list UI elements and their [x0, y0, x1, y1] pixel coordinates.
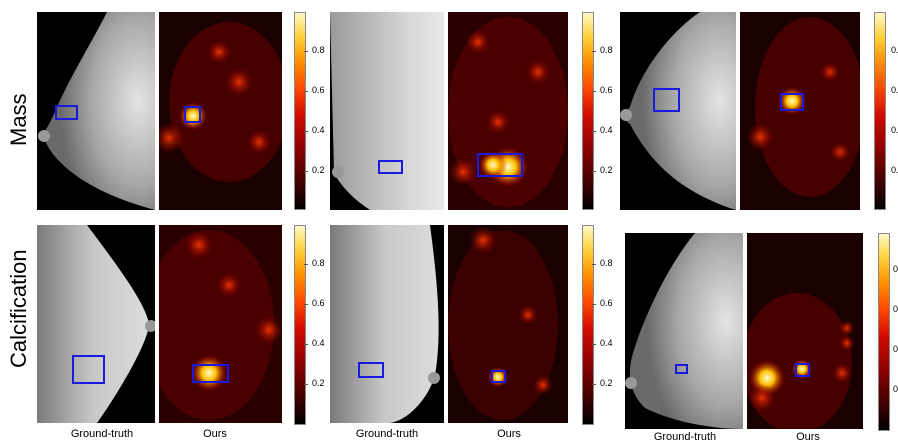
colorbar-tick: 0.8	[592, 258, 613, 268]
colorbar-tick: 0.6	[304, 85, 325, 95]
caption-ground-truth: Ground-truth	[355, 428, 419, 440]
colorbar-tick-cut: 0.4	[893, 344, 898, 354]
mammogram-ground-truth-calc-3	[625, 233, 743, 429]
colorbar-tick: 0.2	[592, 165, 613, 175]
colorbar-tick: 0.2	[304, 165, 325, 175]
colorbar-tick: 0.6	[304, 298, 325, 308]
caption-ours: Ours	[203, 428, 227, 440]
colorbar-tick-cut: 0.4	[891, 125, 898, 135]
mammogram-ground-truth-calc-1	[37, 225, 155, 423]
colorbar-tick-cut: 0.6	[893, 304, 898, 314]
colorbar-tick: 0.4	[304, 125, 325, 135]
heatmap-ours-calc-1	[159, 225, 282, 423]
caption-ours: Ours	[497, 428, 521, 440]
caption-ground-truth: Ground-truth	[653, 431, 717, 443]
colorbar-tick: 0.6	[592, 298, 613, 308]
ground-truth-box	[72, 355, 105, 384]
colorbar-tick: 0.2	[592, 378, 613, 388]
colorbar-tick: 0.2	[304, 378, 325, 388]
colorbar-tick: 0.4	[304, 338, 325, 348]
colorbar	[874, 12, 886, 210]
ground-truth-box	[675, 364, 688, 374]
colorbar-tick: 0.8	[304, 258, 325, 268]
mammogram-ground-truth-calc-2	[330, 225, 444, 423]
colorbar	[294, 225, 306, 425]
colorbar	[878, 233, 890, 431]
caption-ours: Ours	[796, 431, 820, 443]
mammogram-ground-truth-mass-3	[620, 12, 736, 210]
colorbar-tick: 0.8	[592, 45, 613, 55]
heatmap-ours-mass-1	[159, 12, 282, 210]
colorbar-tick-cut: 0.8	[891, 45, 898, 55]
colorbar-tick: 0.4	[592, 338, 613, 348]
ground-truth-box	[653, 88, 680, 112]
predicted-box	[477, 153, 523, 177]
predicted-box	[780, 93, 804, 111]
colorbar-tick-cut: 0.2	[891, 165, 898, 175]
colorbar-tick: 0.4	[592, 125, 613, 135]
row-label-mass: Mass	[6, 93, 31, 146]
row-label-calcification: Calcification	[6, 249, 31, 368]
heatmap-ours-calc-2	[448, 225, 568, 423]
ground-truth-box	[378, 160, 403, 174]
colorbar	[582, 12, 594, 210]
colorbar	[294, 12, 306, 210]
mammogram-ground-truth-mass-2	[330, 12, 444, 210]
heatmap-ours-mass-3	[740, 12, 860, 210]
predicted-box	[184, 106, 201, 123]
ground-truth-box	[55, 105, 78, 120]
colorbar	[582, 225, 594, 425]
predicted-box	[491, 370, 506, 383]
mammogram-ground-truth-mass-1	[37, 12, 155, 210]
colorbar-tick-cut: 0.2	[893, 384, 898, 394]
colorbar-tick-cut: 0.6	[891, 85, 898, 95]
colorbar-tick-cut: 0.8	[893, 264, 898, 274]
caption-ground-truth: Ground-truth	[70, 428, 134, 440]
predicted-box	[795, 363, 810, 377]
heatmap-ours-mass-2	[448, 12, 568, 210]
colorbar-tick: 0.6	[592, 85, 613, 95]
colorbar-tick: 0.8	[304, 45, 325, 55]
ground-truth-box	[358, 362, 384, 378]
heatmap-ours-calc-3	[747, 233, 863, 429]
predicted-box	[192, 364, 229, 383]
